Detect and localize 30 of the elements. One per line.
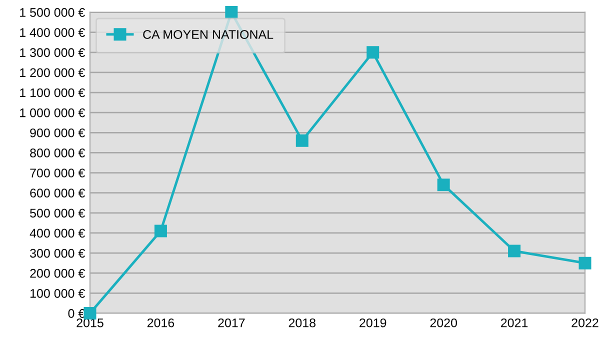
- y-tick-label: 1 200 000 €: [20, 68, 85, 78]
- point: [296, 134, 308, 147]
- point: [154, 224, 167, 238]
- point: [578, 256, 592, 270]
- point: [225, 6, 238, 18]
- y-tick-label: 500 000 €: [30, 208, 85, 218]
- y-tick-label: 900 000 €: [30, 128, 85, 138]
- y-tick-label: 700 000 €: [30, 168, 85, 178]
- x-tick-label: 2020: [430, 318, 457, 328]
- y-tick-label: 200 000 €: [30, 268, 85, 278]
- legend-label: CA MOYEN NATIONAL: [143, 30, 274, 39]
- x-tick-label: 2019: [360, 318, 386, 328]
- point: [437, 178, 450, 192]
- x-tick-label: 2016: [147, 318, 174, 328]
- y-tick-label: 100 000 €: [30, 288, 85, 298]
- y-tick-label: 600 000 €: [30, 188, 85, 198]
- y-tick-label: 400 000 €: [30, 228, 85, 238]
- point: [508, 244, 521, 258]
- y-tick-label: 1 500 000 €: [20, 8, 85, 17]
- x-tick-label: 2021: [501, 318, 528, 328]
- x-tick-label: 2022: [572, 318, 598, 328]
- y-tick-label: 1 100 000 €: [20, 88, 85, 98]
- y-tick-label: 1 400 000 €: [20, 28, 85, 37]
- point: [366, 46, 380, 59]
- x-tick-label: 2017: [218, 318, 245, 328]
- y-tick-label: 800 000 €: [30, 148, 85, 158]
- y-tick-label: 300 000 €: [30, 248, 85, 258]
- y-tick-label: 1 300 000 €: [20, 48, 85, 58]
- x-tick-label: 2018: [288, 318, 316, 328]
- y-tick-label: 1 000 000 €: [20, 108, 85, 118]
